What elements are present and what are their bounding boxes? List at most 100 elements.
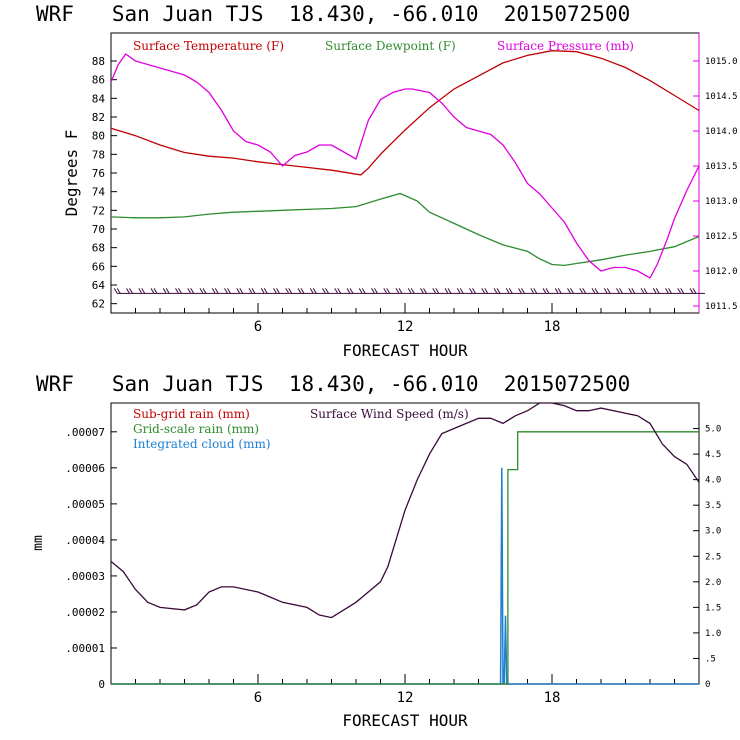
wind-barb-flag [251,288,256,294]
y-tick-label: .00001 [65,642,105,655]
temperature-panel: WRF San Juan TJS 18.430, -66.010 2015072… [36,2,738,360]
y-tick-label: 70 [92,223,105,236]
y2-tick-label: 4.5 [705,450,721,460]
wind-barb-flag [374,288,378,294]
y-tick-label: 80 [92,130,105,143]
wind-barb-flag [640,288,645,294]
wind-barb-flag [398,288,403,294]
legend-pressure: Surface Pressure (mb) [497,39,634,53]
legend-cloud: Integrated cloud (mm) [133,437,271,451]
wind-barb-flag [395,288,400,294]
wind-barb-flag [273,288,277,294]
legend-temperature: Surface Temperature (F) [133,39,284,53]
y-tick-label: 78 [92,148,105,161]
rain-panel: WRF San Juan TJS 18.430, -66.010 2015072… [31,372,721,730]
legend-wind-speed: Surface Wind Speed (m/s) [310,407,469,421]
wind-barb-flag [325,288,329,294]
wind-barb-flag [628,288,633,294]
wind-barb-flag [371,288,375,294]
wind-barb-flag [386,288,391,294]
wind-barb-flag [410,288,415,294]
panel2-ylabel: mm [31,535,46,551]
wind-barb-flag [533,288,538,294]
wind-barb-flag [606,288,611,294]
wind-barb-flag [570,288,574,294]
wind-barb-flag [141,288,146,294]
wind-barb-flag [383,288,388,294]
y-tick-label: .00007 [65,426,105,439]
wind-barb-flag [300,288,305,294]
wind-barb-flag [236,288,241,294]
wind-barb-flag [126,288,130,294]
wind-barb-flag [447,288,452,294]
series-line-wind-speed [110,402,700,619]
y2-tick-label: 4.0 [705,476,721,486]
wind-barb-flag [631,288,636,294]
legend-dewpoint: Surface Dewpoint (F) [325,39,456,53]
wind-barb-flag [165,288,170,294]
wind-barb-flag [309,288,314,294]
wind-barb-flag [481,288,486,294]
wind-barb-flag [521,288,525,294]
y2-tick-label: 1012.0 [705,267,738,277]
wind-barb-flag [248,288,253,294]
y2-tick-label: 0 [705,680,710,690]
wind-barb-flag [557,288,562,294]
wind-barb-flag [668,288,672,294]
wind-barb-flag [358,288,363,294]
wind-barb-flag [594,288,599,294]
wind-barb-flag [493,288,498,294]
wind-barb-flag [603,288,608,294]
wind-barb-flag [129,288,133,294]
wind-barb-flag [567,288,571,294]
wind-barb-flag [276,288,280,294]
y-tick-label: 88 [92,55,105,68]
wind-barb-flag [285,288,290,294]
y2-tick-label: 1015.0 [705,57,738,67]
series-line-dewpoint [110,192,700,267]
y-tick-label: 64 [92,279,106,292]
wind-barb-flag [153,288,158,294]
wind-barb-flag [459,288,464,294]
y2-tick-label: 3.0 [705,527,721,537]
wind-barb-flag [224,288,228,294]
x-tick-label: 18 [544,690,561,706]
wind-barb-flag [178,288,182,294]
y-tick-label: .00004 [65,534,105,547]
wind-barb-flag [361,288,366,294]
y2-tick-label: 1.5 [705,603,721,613]
wind-barbs [113,288,705,294]
wind-barb-flag [334,288,339,294]
wind-barb-flag [545,288,550,294]
wind-barb-flag [554,288,559,294]
legend-subgrid-rain: Sub-grid rain (mm) [133,407,250,421]
panel1-left-ticks: 62 64 66 68 70 72 74 76 78 80 82 84 86 88 [92,55,117,311]
y2-tick-label: 2.0 [705,578,721,588]
wind-barb-flag [162,288,167,294]
panel2-title: WRF San Juan TJS 18.430, -66.010 2015072… [36,372,630,396]
wind-barb-flag [530,288,535,294]
y-tick-label: 84 [92,92,106,105]
wind-barb-flag [288,288,293,294]
legend-grid-rain: Grid-scale rain (mm) [133,422,259,436]
wind-barb-flag [227,288,231,294]
wind-barb-flag [263,288,268,294]
panel1-right-ticks: 1011.5 1012.0 1012.5 1013.0 1013.5 1014.0 1014… [693,57,738,312]
wind-barb-flag [346,288,351,294]
y-tick-label: 68 [92,242,105,255]
y2-tick-label: 5.0 [705,425,721,435]
wind-barb-flag [260,288,265,294]
wind-barb-flag [655,288,660,294]
wind-barb-flag [116,288,121,294]
wind-barb-flag [322,288,326,294]
y2-tick-label: .5 [705,654,716,664]
y2-tick-label: 1013.5 [705,162,738,172]
wind-barb-flag [150,288,155,294]
wind-barb-flag [199,288,204,294]
panel2-x-ticks: 6 12 18 [135,674,675,706]
wind-barb-flag [456,288,461,294]
wind-barb-flag [349,288,354,294]
wind-barb-flag [190,288,195,294]
wind-barb-flag [542,288,547,294]
